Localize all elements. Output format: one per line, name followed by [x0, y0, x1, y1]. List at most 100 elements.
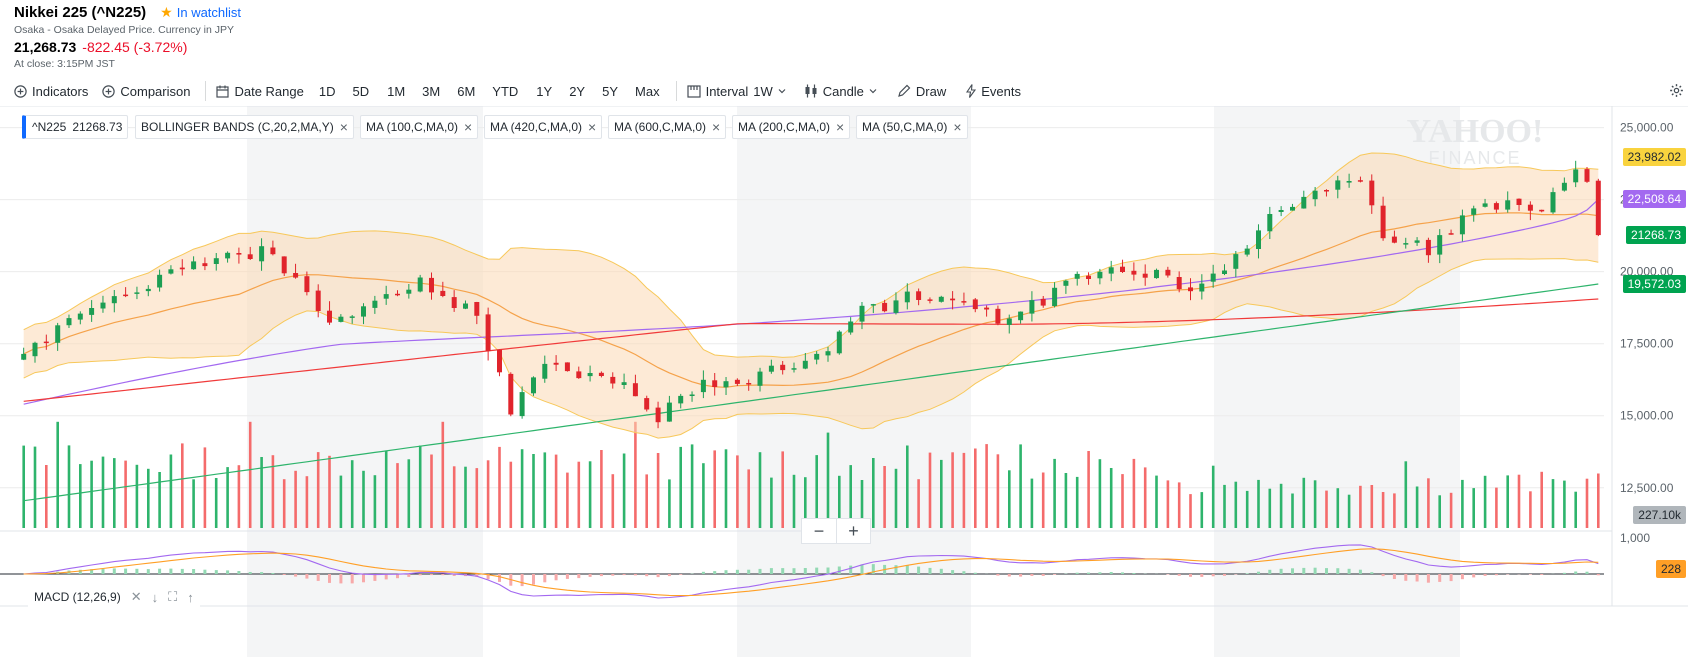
close-icon[interactable]: ×	[339, 119, 348, 135]
volume-bar	[532, 454, 535, 528]
volume-bar	[1177, 482, 1181, 528]
candle-body	[293, 273, 299, 278]
macd-histogram-bar	[1109, 572, 1113, 574]
arrow-down-icon[interactable]: ↓	[151, 589, 159, 605]
candle-body	[938, 296, 944, 302]
legend-chip-ma600[interactable]: MA (600,C,MA,0) ×	[608, 115, 727, 139]
volume-bar	[350, 460, 354, 528]
range-5y[interactable]: 5Y	[602, 83, 619, 99]
price-tag-ma600: 19,572.03	[1622, 275, 1686, 293]
close-icon[interactable]: ×	[836, 119, 845, 135]
volume-bar	[1030, 478, 1034, 528]
range-1d[interactable]: 1D	[318, 83, 336, 99]
close-icon[interactable]: ×	[464, 119, 473, 135]
range-1m[interactable]: 1M	[387, 83, 406, 99]
volume-bar	[849, 465, 852, 528]
macd-histogram-bar	[328, 574, 331, 583]
volume-bar	[362, 470, 365, 528]
star-icon: ★	[160, 4, 173, 20]
range-2y[interactable]: 2Y	[569, 83, 586, 99]
candle-body	[1040, 298, 1046, 306]
volume-bar	[248, 421, 252, 528]
range-ytd[interactable]: YTD	[492, 83, 519, 99]
candle-body	[1131, 270, 1137, 275]
chevron-down-icon	[778, 89, 786, 94]
zoom-control: − +	[801, 518, 871, 544]
volume-bar	[940, 459, 943, 528]
lightning-icon	[966, 84, 977, 98]
expand-icon[interactable]: ⛶	[168, 589, 178, 604]
volume-bar	[113, 458, 116, 528]
volume-bar	[1495, 487, 1498, 528]
candle-body	[1301, 196, 1307, 209]
watchlist-label: In watchlist	[176, 5, 242, 20]
volume-bar	[90, 460, 93, 528]
volume-bar	[1234, 481, 1238, 528]
draw-label: Draw	[915, 83, 947, 99]
candle-body	[111, 296, 117, 304]
legend-chip-ma420[interactable]: MA (420,C,MA,0) ×	[484, 115, 603, 139]
candle-body	[417, 277, 423, 292]
interval-button[interactable]: Interval 1W	[686, 83, 786, 99]
legend-chip-ma100[interactable]: MA (100,C,MA,0) ×	[360, 115, 479, 139]
macd-histogram-bar	[226, 570, 230, 574]
range-max[interactable]: Max	[635, 83, 660, 99]
macd-histogram-bar	[713, 571, 717, 574]
volume-bar	[815, 455, 818, 528]
candle-body	[734, 379, 740, 384]
volume-bar	[951, 452, 954, 528]
legend-chip-ma50[interactable]: MA (50,C,MA,0) ×	[856, 115, 968, 139]
close-icon[interactable]: ✕	[130, 589, 142, 604]
interval-label: Interval	[705, 83, 749, 99]
candle-body	[327, 310, 332, 323]
candle-body	[621, 382, 627, 385]
candle-body	[406, 289, 412, 294]
candle-body	[598, 372, 604, 376]
volume-tag: 227.10k	[1633, 506, 1686, 524]
range-6m[interactable]: 6M	[457, 83, 476, 99]
legend-chip-bollinger[interactable]: BOLLINGER BANDS (C,20,2,MA,Y) ×	[135, 115, 354, 139]
events-button[interactable]: Events	[966, 84, 1021, 99]
candle-body	[440, 290, 446, 296]
candle-body	[1425, 239, 1431, 256]
close-icon[interactable]: ×	[588, 119, 597, 135]
candle-body	[814, 353, 820, 360]
range-5d[interactable]: 5D	[352, 83, 370, 99]
volume-bar	[1347, 494, 1351, 528]
macd-histogram-bar	[1211, 574, 1215, 577]
candle-body	[338, 316, 344, 322]
chip-symbol-label: ^N225	[32, 120, 67, 134]
legend-chip-ma200[interactable]: MA (200,C,MA,0) ×	[732, 115, 851, 139]
comparison-button[interactable]: Comparison	[102, 84, 190, 99]
chart-type-button[interactable]: Candle	[804, 84, 877, 99]
watermark-text: FINANCE	[1428, 148, 1521, 168]
macd-histogram-bar	[701, 571, 705, 574]
arrow-up-icon[interactable]: ↑	[187, 589, 194, 605]
comparison-label: Comparison	[120, 83, 191, 99]
candle-body	[89, 308, 95, 315]
macd-histogram-bar	[124, 568, 128, 574]
watchlist-button[interactable]: ★ In watchlist	[160, 4, 241, 21]
zoom-in-button[interactable]: +	[836, 519, 870, 543]
close-icon[interactable]: ×	[712, 119, 721, 135]
candle-body	[21, 353, 27, 360]
settings-button[interactable]	[1669, 83, 1684, 103]
date-range-button[interactable]: Date Range	[216, 84, 304, 99]
indicators-button[interactable]: Indicators	[14, 84, 88, 99]
macd-histogram-bar	[815, 567, 819, 574]
macd-histogram-bar	[565, 574, 569, 579]
candle-body	[632, 383, 638, 397]
volume-bar	[1189, 494, 1192, 528]
range-1y[interactable]: 1Y	[536, 83, 553, 99]
price-chart[interactable]: YAHOO!FINANCE 25,000.0022,500.0020,000.0…	[0, 106, 1688, 657]
range-3m[interactable]: 3M	[422, 83, 441, 99]
volume-bar	[1121, 474, 1124, 528]
legend-chip-symbol[interactable]: ^N225 21268.73	[22, 115, 129, 139]
volume-bar	[962, 452, 966, 528]
zoom-out-button[interactable]: −	[813, 521, 825, 541]
close-icon[interactable]: ×	[953, 119, 962, 135]
macd-histogram-bar	[486, 574, 490, 580]
macd-line	[23, 544, 1599, 599]
draw-button[interactable]: Draw	[897, 84, 946, 99]
macd-histogram-bar	[1132, 573, 1136, 574]
